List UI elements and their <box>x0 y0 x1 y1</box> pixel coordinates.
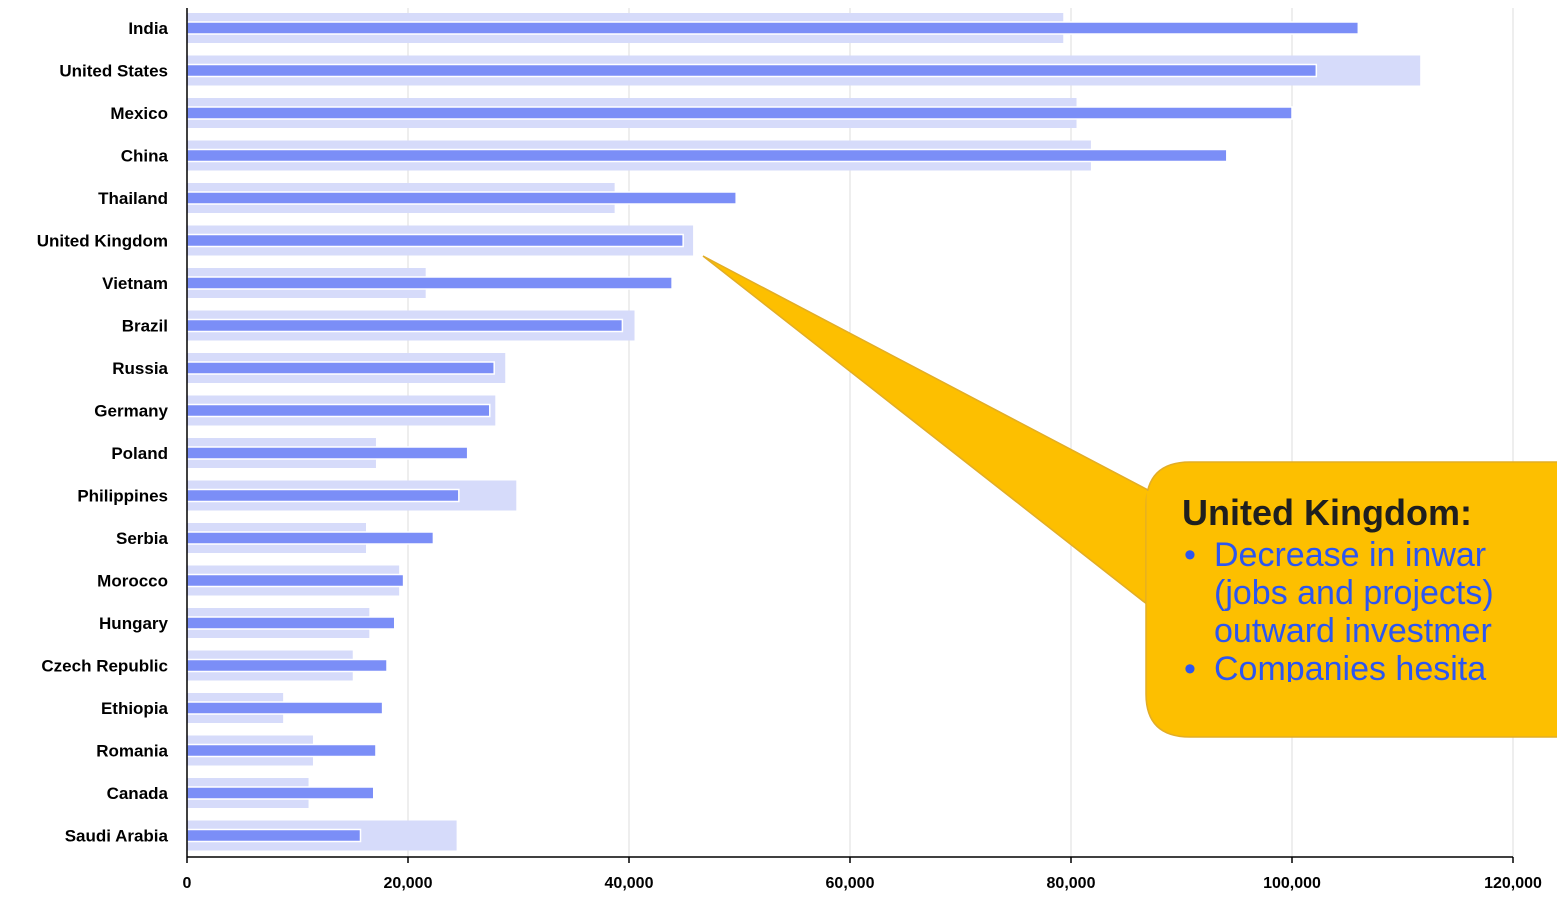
bar-primary <box>186 318 624 333</box>
category-label: Ethiopia <box>101 699 169 718</box>
callout-title: United Kingdom: <box>1182 492 1472 533</box>
bar-primary <box>186 701 384 715</box>
bar-primary <box>186 828 362 843</box>
x-tick-label: 40,000 <box>605 875 654 892</box>
category-label: United Kingdom <box>37 232 168 251</box>
bar-primary <box>186 148 1228 163</box>
category-label: Philippines <box>77 487 168 506</box>
bar-primary <box>186 786 375 800</box>
bar-primary <box>186 446 469 460</box>
bar-primary <box>186 658 388 673</box>
category-labels: India United States Mexico China Thailand Uni… <box>37 19 169 846</box>
category-label: Canada <box>107 784 169 803</box>
category-label: China <box>121 147 169 166</box>
bar-primary <box>186 233 684 248</box>
callout-text: United Kingdom: Decrease in inwar (jobs … <box>1182 492 1557 682</box>
bar-primary <box>186 106 1293 120</box>
category-label: Poland <box>111 444 168 463</box>
callout-bullet-1-cont-a: (jobs and projects) <box>1214 574 1494 612</box>
x-tick-labels: 0 20,000 40,000 60,000 80,000 100,000 120,000 <box>183 875 1542 892</box>
callout-bullets: Decrease in inwar (jobs and projects) ou… <box>1182 536 1557 682</box>
bar-primary <box>186 531 435 545</box>
bar-primary <box>186 63 1318 78</box>
axes <box>186 8 1514 863</box>
category-label: Thailand <box>98 189 168 208</box>
category-label: Czech Republic <box>41 657 168 676</box>
x-tick-label: 60,000 <box>826 875 875 892</box>
bar-primary <box>186 488 460 503</box>
category-label: Vietnam <box>102 274 168 293</box>
bar-primary <box>186 616 396 630</box>
bar-primary <box>186 21 1360 35</box>
callout-pointer <box>702 255 1149 607</box>
x-tick-label: 20,000 <box>384 875 433 892</box>
category-label: Serbia <box>116 529 169 548</box>
callout-bullet-2: Companies hesita <box>1182 650 1557 682</box>
x-tick-label: 0 <box>183 875 192 892</box>
bar-primary <box>186 743 377 758</box>
callout-bullet-1: Decrease in inwar <box>1182 536 1557 574</box>
category-label: Russia <box>112 359 168 378</box>
callout-bullet-1-cont-b: outward investmer <box>1214 612 1492 650</box>
category-label: Mexico <box>110 104 168 123</box>
bar-primary <box>186 573 405 588</box>
bar-primary <box>186 361 495 375</box>
category-label: Brazil <box>122 317 168 336</box>
category-label: Germany <box>94 402 168 421</box>
category-label: Hungary <box>99 614 169 633</box>
category-label: India <box>128 19 168 38</box>
category-label: Saudi Arabia <box>65 827 169 846</box>
x-tick-label: 100,000 <box>1263 875 1321 892</box>
bar-primary <box>186 276 673 290</box>
bar-primary <box>186 403 491 418</box>
category-label: Morocco <box>97 572 168 591</box>
category-label: United States <box>59 62 168 81</box>
bar-primary <box>186 191 737 205</box>
category-label: Romania <box>96 742 168 761</box>
x-tick-label: 120,000 <box>1484 875 1542 892</box>
x-tick-label: 80,000 <box>1047 875 1096 892</box>
